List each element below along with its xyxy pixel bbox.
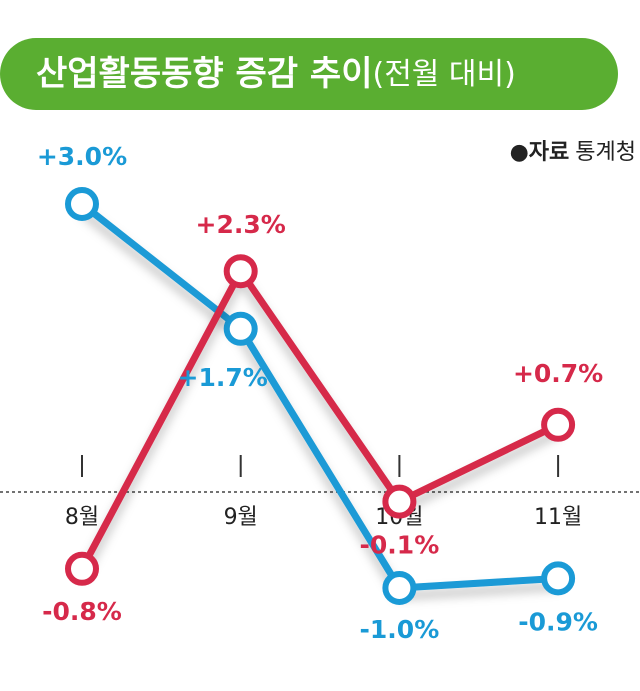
bullet: ● <box>510 140 529 165</box>
series-group <box>65 254 576 586</box>
subtitle: (전월 대비) <box>372 57 515 92</box>
data-label: +0.7% <box>513 359 603 388</box>
data-point <box>65 551 99 586</box>
data-label: -1.0% <box>360 615 440 644</box>
data-point <box>223 311 258 346</box>
x-tick-label: 9월 <box>224 505 258 530</box>
source-label: 자료 <box>529 140 569 165</box>
data-point <box>541 407 576 442</box>
data-label: +2.3% <box>196 210 286 239</box>
x-tick-label: 11월 <box>534 505 582 530</box>
source: ●자료 통계청 <box>510 140 636 165</box>
data-label: -0.1% <box>360 531 440 560</box>
title-main: 산업활동동향 증감 추이 <box>36 54 372 94</box>
data-point <box>541 561 576 596</box>
title-pill <box>0 38 618 110</box>
chart-title: 산업활동동향 증감 추이(전월 대비) <box>36 54 516 94</box>
source-name: 통계청 <box>575 140 636 165</box>
data-point <box>65 187 99 221</box>
data-label: +3.0% <box>37 142 127 171</box>
data-label: -0.9% <box>518 607 598 636</box>
x-tick-label: 8월 <box>65 505 99 530</box>
series-group <box>65 187 576 605</box>
data-point <box>382 571 417 605</box>
data-label: +1.7% <box>178 363 268 392</box>
data-label: -0.8% <box>42 597 122 626</box>
series-line <box>79 201 559 592</box>
data-point <box>382 484 417 519</box>
series-line <box>78 267 560 571</box>
data-point <box>223 254 258 289</box>
